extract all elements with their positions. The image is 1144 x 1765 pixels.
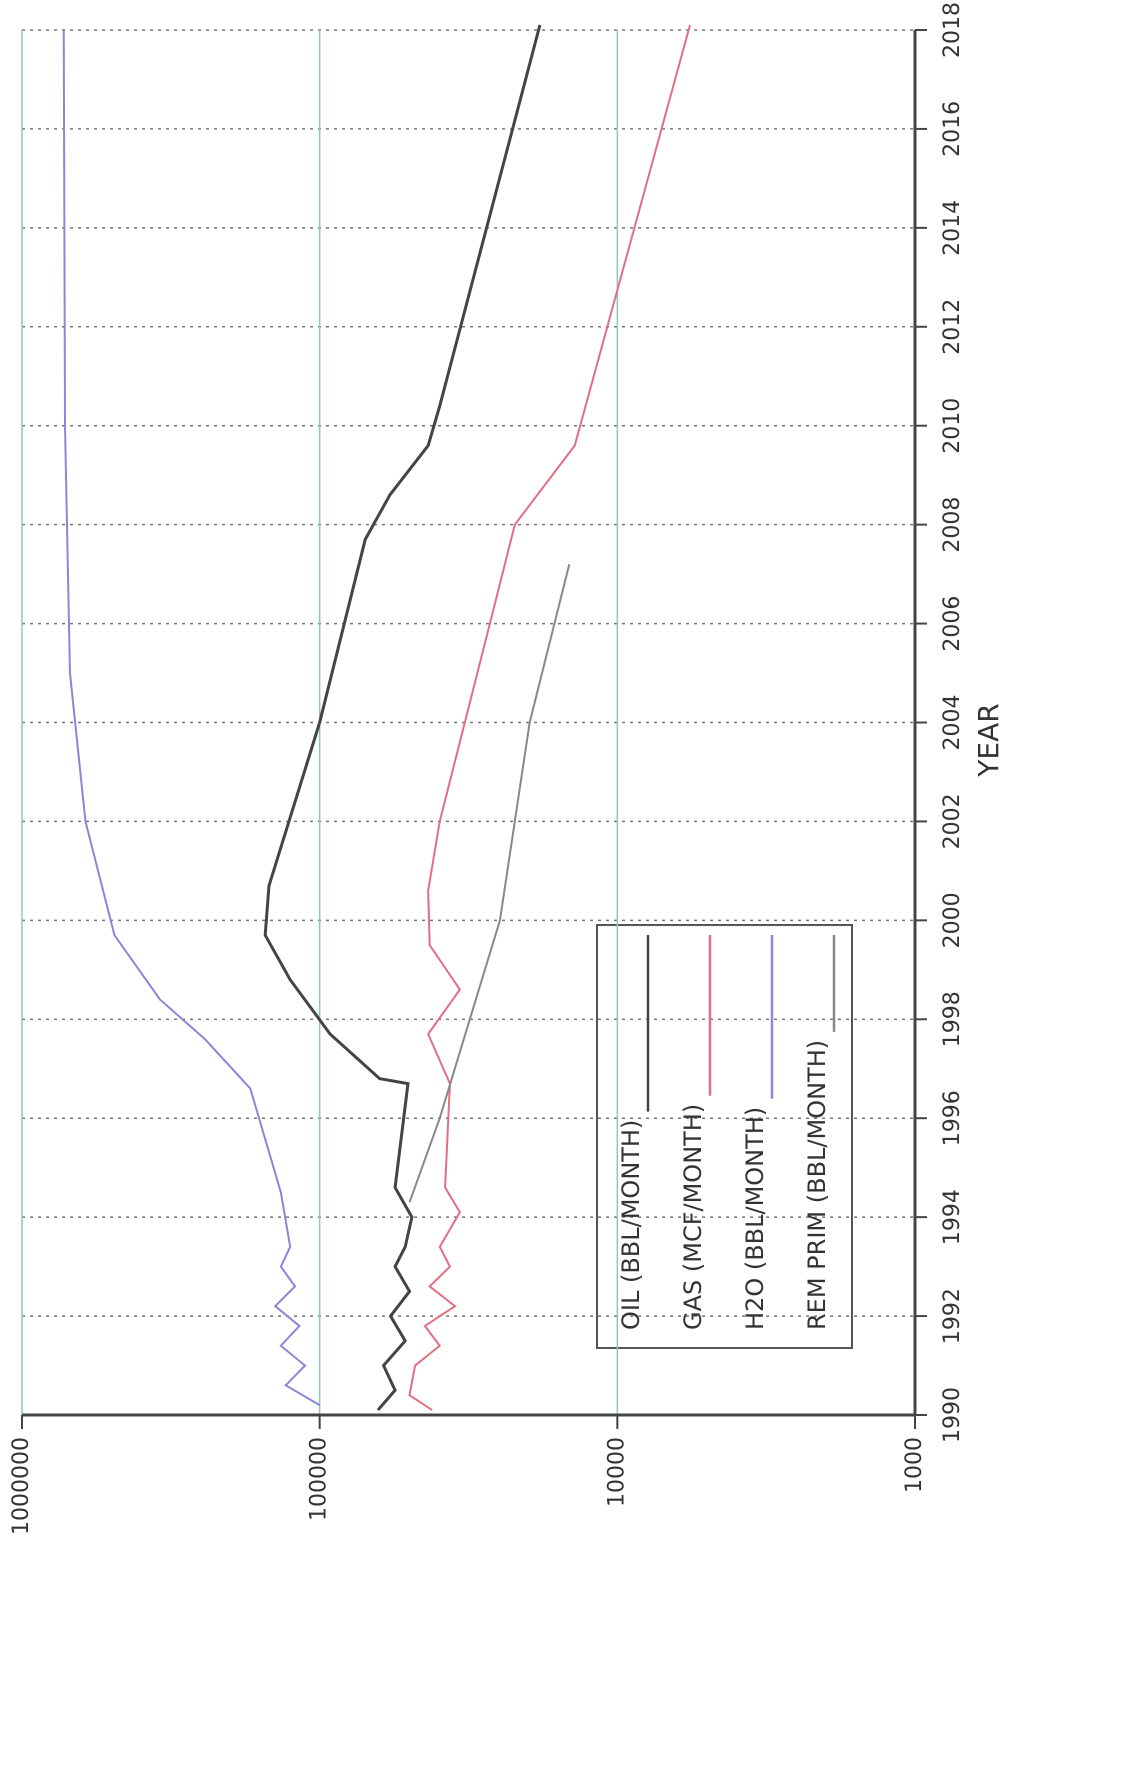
data-line xyxy=(408,563,571,1203)
y-tick-label: 10000 xyxy=(604,1437,629,1507)
legend-label: REM PRIM (BBL/MONTH) xyxy=(803,1040,831,1330)
x-axis-title: YEAR xyxy=(972,703,1005,777)
legend-label: GAS (MCF/MONTH) xyxy=(679,1104,707,1330)
x-tick-label: 1990 xyxy=(940,1387,965,1443)
x-tick-label: 2004 xyxy=(940,695,965,751)
x-tick-label: 2016 xyxy=(940,101,965,157)
x-tick-label: 2006 xyxy=(940,596,965,652)
legend-box xyxy=(596,924,853,1349)
x-tick-label: 2012 xyxy=(940,299,965,355)
y-tick-label: 1000 xyxy=(902,1437,927,1493)
x-tick-label: 1992 xyxy=(940,1288,965,1344)
legend-label: OIL (BBL/MONTH) xyxy=(617,1120,645,1330)
x-tick-label: 1994 xyxy=(940,1189,965,1245)
x-tick-label: 1998 xyxy=(940,991,965,1047)
x-tick-label: 2002 xyxy=(940,793,965,849)
x-tick-label: 2014 xyxy=(940,200,965,256)
y-tick-label: 1000000 xyxy=(9,1437,34,1535)
x-tick-label: 2008 xyxy=(940,497,965,553)
legend-label: H2O (BBL/MONTH) xyxy=(741,1107,769,1330)
x-tick-label: 1996 xyxy=(940,1090,965,1146)
data-line xyxy=(263,24,542,1412)
y-tick-label: 100000 xyxy=(307,1437,332,1521)
x-tick-label: 2000 xyxy=(940,892,965,948)
data-line xyxy=(62,29,321,1406)
x-tick-label: 2010 xyxy=(940,398,965,454)
data-line xyxy=(408,24,691,1411)
x-tick-label: 2018 xyxy=(940,2,965,58)
